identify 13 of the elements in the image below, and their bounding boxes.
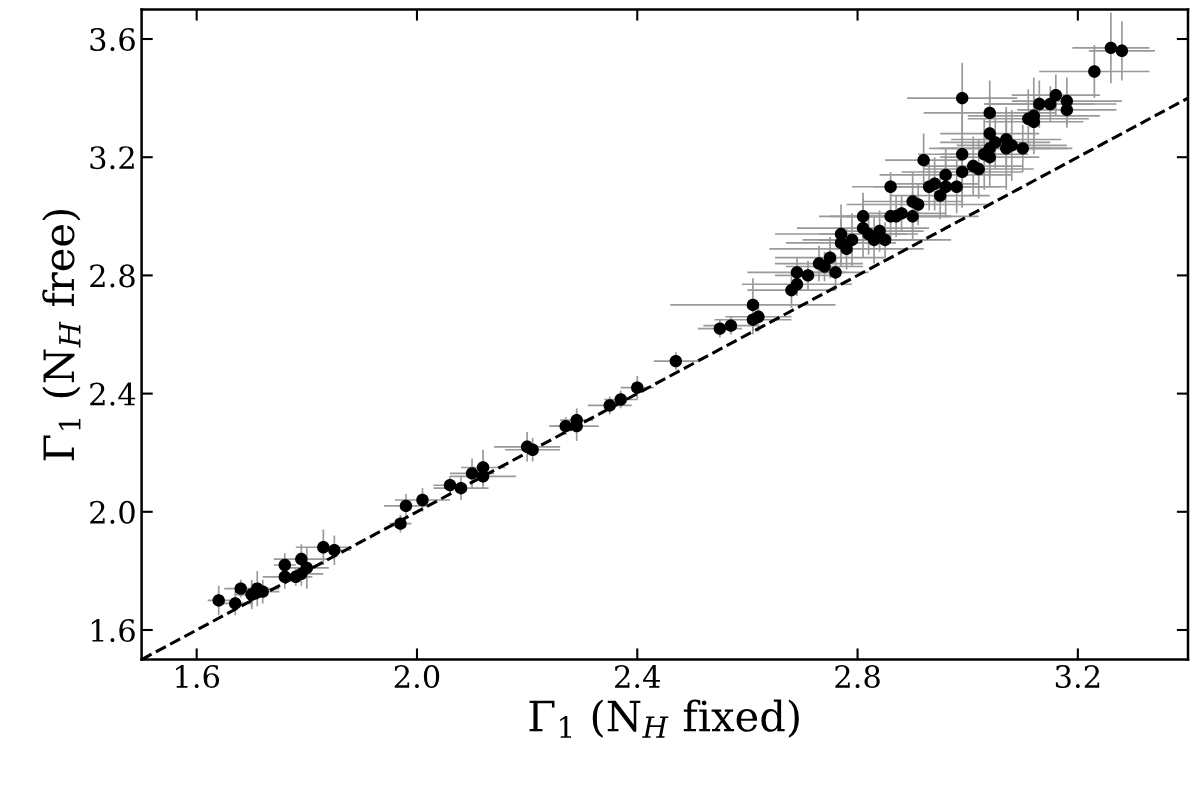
x-tick-label: 2.0 (394, 664, 440, 689)
x-tick-label: 2.8 (835, 664, 880, 689)
y-tick-label: 2.4 (90, 382, 136, 406)
y-tick-label: 2.0 (90, 500, 135, 524)
y-axis-title: Γ$_{1}$ (N$_{H}$ free) (42, 209, 81, 461)
x-tick-label: 1.6 (176, 664, 220, 689)
y-tick-label: 3.6 (90, 27, 135, 52)
y-tick-label: 1.6 (91, 618, 135, 643)
y-tick-label: 2.8 (90, 264, 135, 288)
x-tick-label: 3.2 (1055, 664, 1100, 689)
x-axis-title: Γ$_{1}$ (N$_{H}$ fixed) (529, 699, 799, 738)
y-tick-label: 3.2 (90, 146, 134, 170)
x-tick-label: 2.4 (615, 664, 661, 689)
